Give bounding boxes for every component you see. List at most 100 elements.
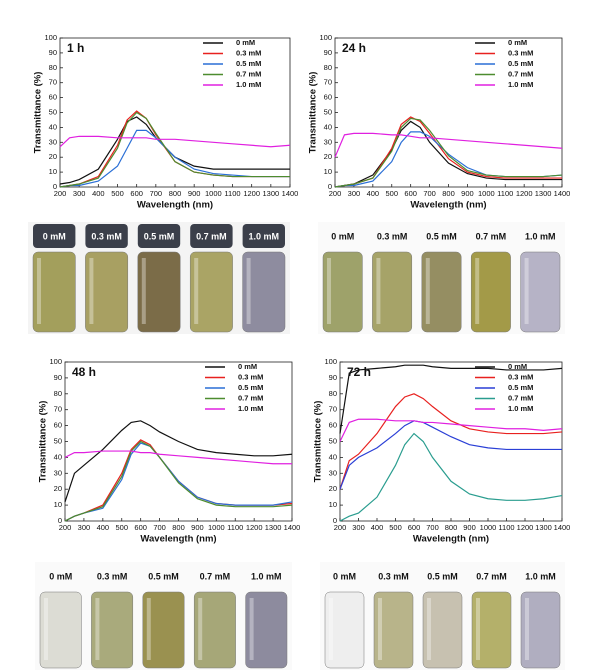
- x-tick-label: 500: [389, 523, 402, 532]
- vial-body: [85, 251, 129, 333]
- y-tick-label: 40: [329, 452, 337, 461]
- x-tick-label: 800: [169, 189, 182, 198]
- legend-label: 0.5 mM: [236, 59, 261, 68]
- vial-highlight: [89, 258, 94, 324]
- y-tick-label: 0: [333, 516, 337, 525]
- x-tick-label: 300: [352, 523, 365, 532]
- y-tick-label: 90: [49, 48, 57, 57]
- y-tick-label: 10: [49, 167, 57, 176]
- vial-highlight: [475, 258, 480, 324]
- x-tick-label: 1000: [480, 523, 497, 532]
- vial-label: 0.5 mM: [148, 571, 179, 581]
- y-tick-label: 30: [54, 468, 62, 477]
- x-tick-label: 400: [92, 189, 105, 198]
- vial-label: 0.3 mM: [377, 231, 408, 241]
- y-tick-label: 60: [49, 93, 57, 102]
- legend-label: 0 mM: [236, 38, 255, 47]
- x-tick-label: 900: [188, 189, 201, 198]
- y-tick-label: 40: [54, 452, 62, 461]
- legend-label: 1.0 mM: [508, 404, 533, 413]
- y-tick-label: 40: [324, 122, 332, 131]
- legend-label: 0.7 mM: [238, 393, 263, 402]
- chart: 0 10 20 30 40 50 60 70 80 90 100 200 300 400 500 600 700…: [308, 33, 571, 211]
- y-tick-label: 0: [58, 516, 62, 525]
- x-tick-label: 1300: [262, 189, 279, 198]
- x-tick-label: 1300: [265, 523, 282, 532]
- vial-highlight: [194, 258, 199, 324]
- legend-label: 0.3 mM: [508, 48, 533, 57]
- x-tick-label: 700: [423, 189, 436, 198]
- vial-label: 0.7 mM: [476, 231, 507, 241]
- vial-highlight: [524, 258, 529, 324]
- y-tick-label: 50: [324, 107, 332, 116]
- x-tick-label: 600: [408, 523, 421, 532]
- vial-highlight: [425, 258, 430, 324]
- series-line: [59, 111, 290, 188]
- vial-label: 0 mM: [49, 571, 72, 581]
- y-tick-label: 20: [324, 152, 332, 161]
- x-tick-label: 700: [150, 189, 163, 198]
- x-tick-label: 700: [153, 523, 166, 532]
- series-line: [59, 129, 290, 188]
- y-tick-label: 40: [49, 122, 57, 131]
- x-tick-label: 1200: [516, 189, 533, 198]
- x-tick-label: 900: [461, 189, 474, 198]
- vial-highlight: [249, 598, 254, 660]
- x-tick-label: 500: [385, 189, 398, 198]
- y-tick-label: 20: [329, 484, 337, 493]
- vial-highlight: [476, 598, 480, 660]
- y-tick-label: 10: [329, 500, 337, 509]
- legend-label: 0 mM: [508, 38, 527, 47]
- x-tick-label: 600: [134, 523, 147, 532]
- x-tick-label: 400: [367, 189, 380, 198]
- y-tick-label: 30: [49, 137, 57, 146]
- y-tick-label: 50: [329, 436, 337, 445]
- y-tick-label: 90: [329, 373, 337, 382]
- x-tick-label: 1000: [478, 189, 495, 198]
- vial-body: [32, 251, 76, 333]
- y-tick-label: 100: [324, 357, 337, 366]
- vial-highlight: [376, 258, 381, 324]
- x-tick-label: 1300: [535, 189, 552, 198]
- chart: 0 10 20 30 40 50 60 70 80 90 100 200 300 400 500 600 700…: [33, 33, 299, 211]
- y-tick-label: 80: [49, 63, 57, 72]
- vial-highlight: [525, 598, 529, 660]
- y-tick-label: 10: [54, 500, 62, 509]
- vial-body: [372, 251, 413, 333]
- series-line: [339, 432, 563, 522]
- x-tick-label: 900: [191, 523, 204, 532]
- legend-label: 1.0 mM: [508, 80, 533, 89]
- y-tick-label: 10: [324, 167, 332, 176]
- vial-body: [193, 591, 236, 669]
- vial-body: [324, 591, 365, 669]
- vial-label: 0.3 mM: [91, 231, 122, 241]
- vial-body: [422, 591, 463, 669]
- x-tick-label: 1400: [284, 523, 301, 532]
- y-tick-label: 70: [324, 78, 332, 87]
- y-tick-label: 70: [329, 405, 337, 414]
- x-axis-label: Wavelength (nm): [413, 534, 489, 545]
- y-tick-label: 100: [44, 33, 57, 42]
- vial-cap: [85, 224, 128, 248]
- chart: 0 10 20 30 40 50 60 70 80 90 100 200 300 400 500 600 700…: [313, 357, 571, 545]
- x-tick-label: 200: [54, 189, 67, 198]
- vial-photo: 0 mM 0.3 mM 0.5 mM 0.7 mM 1.0 mM: [28, 222, 290, 334]
- vial-highlight: [246, 258, 251, 324]
- y-tick-label: 60: [329, 421, 337, 430]
- series-line: [339, 420, 562, 490]
- x-tick-label: 1200: [243, 189, 260, 198]
- x-tick-label: 1400: [554, 523, 571, 532]
- legend-label: 1.0 mM: [236, 80, 261, 89]
- vial-body: [242, 251, 286, 333]
- x-tick-label: 1200: [517, 523, 534, 532]
- panel-title: 1 h: [67, 41, 84, 55]
- x-tick-label: 600: [404, 189, 417, 198]
- panel-title: 24 h: [342, 41, 366, 55]
- vial-label: 0.3 mM: [378, 571, 409, 581]
- series-line: [339, 418, 563, 442]
- y-tick-label: 0: [328, 182, 332, 191]
- x-tick-label: 600: [130, 189, 143, 198]
- x-tick-label: 700: [426, 523, 439, 532]
- x-tick-label: 800: [442, 189, 455, 198]
- vial-body: [137, 251, 181, 333]
